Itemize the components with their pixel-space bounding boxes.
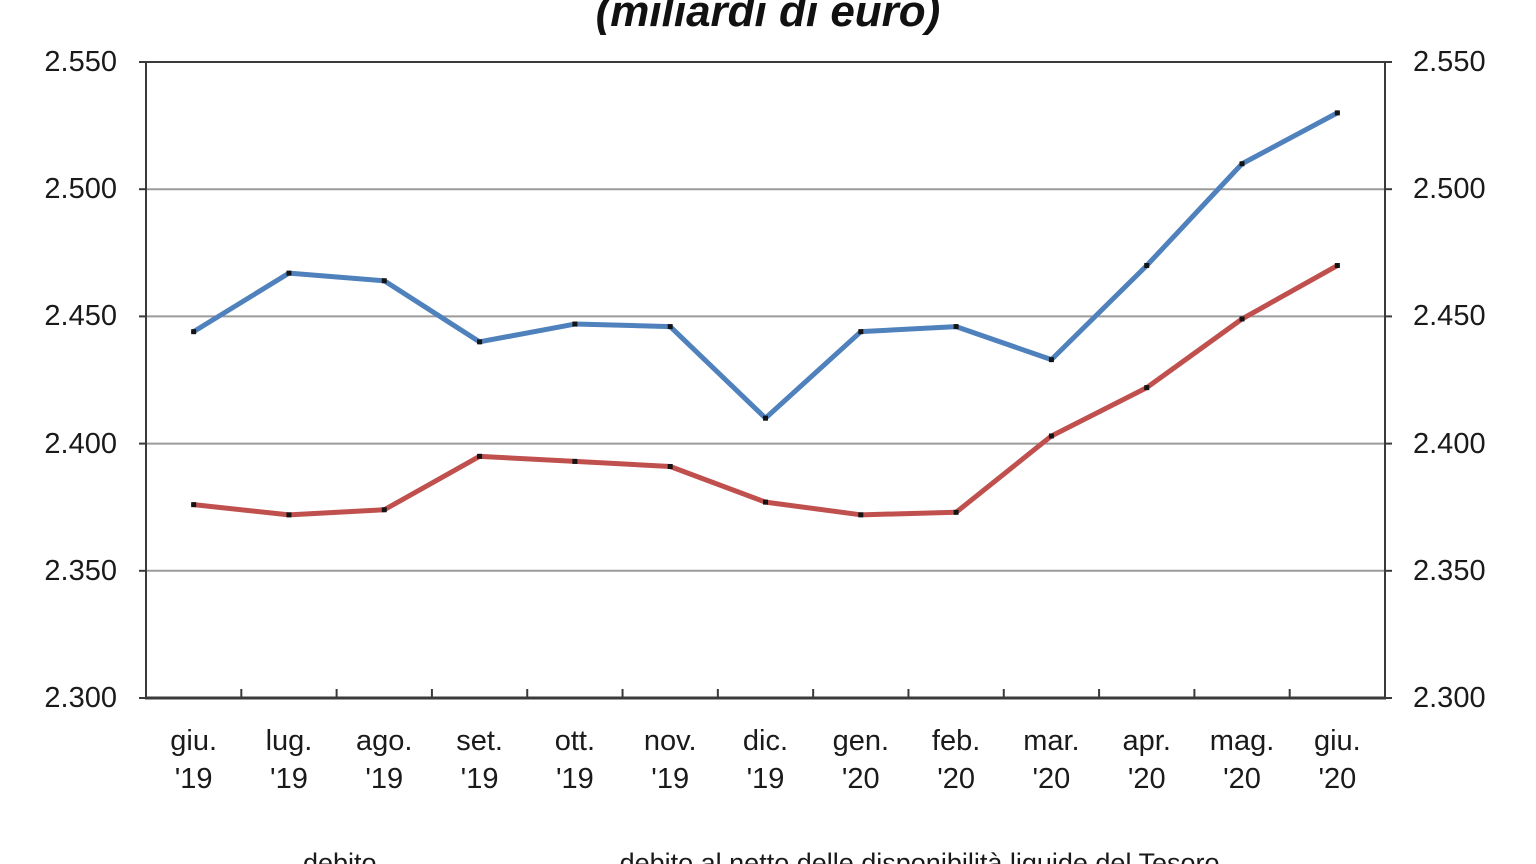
series-0-marker-3 <box>477 339 483 345</box>
x-label-11: mag. '20 <box>1209 725 1275 795</box>
series-0-marker-2 <box>381 278 387 284</box>
series-0-marker-5 <box>667 324 673 330</box>
x-label-2: ago. '19 <box>356 725 413 795</box>
x-label-6: dic. '19 <box>742 725 789 795</box>
series-1-marker-1 <box>286 512 292 518</box>
series-1-marker-9 <box>1048 433 1054 439</box>
x-label-5: nov. '19 <box>643 725 697 795</box>
x-label-10: apr. '20 <box>1122 725 1171 795</box>
legend-label-debito-netto: debito al netto delle disponibilità liqu… <box>619 848 1220 864</box>
y-label-right-2.500: 2.500 <box>1413 173 1486 206</box>
legend-item-debito-netto: debito al netto delle disponibilità liqu… <box>498 848 1220 864</box>
series-1-marker-5 <box>667 463 673 469</box>
y-label-left-2.450: 2.450 <box>44 300 117 333</box>
series-1-marker-7 <box>858 512 864 518</box>
x-label-9: mar. '20 <box>1023 725 1080 795</box>
chart-title: (miliardi di euro) <box>595 0 941 36</box>
y-label-right-2.550: 2.550 <box>1413 46 1486 78</box>
y-label-left-2.300: 2.300 <box>44 682 117 714</box>
series-1-marker-12 <box>1334 263 1340 269</box>
legend-item-debito: debito <box>181 848 377 864</box>
x-label-0: giu. '19 <box>170 725 218 795</box>
plot-border <box>145 61 1386 699</box>
y-label-right-2.450: 2.450 <box>1413 300 1486 333</box>
y-label-left-2.350: 2.350 <box>44 554 117 587</box>
series-0-marker-10 <box>1144 263 1150 269</box>
series-0-marker-1 <box>286 270 292 276</box>
y-label-right-2.350: 2.350 <box>1413 554 1486 587</box>
series-1-marker-2 <box>381 507 387 513</box>
series-0-marker-12 <box>1334 110 1340 116</box>
y-label-right-2.400: 2.400 <box>1413 427 1486 460</box>
x-label-1: lug. '19 <box>265 725 313 795</box>
series-1-marker-0 <box>191 502 197 508</box>
x-label-12: giu. '20 <box>1313 725 1361 795</box>
series-0-marker-11 <box>1239 161 1245 167</box>
series-0-marker-6 <box>763 415 768 421</box>
series-line-1 <box>191 263 1340 518</box>
x-label-7: gen. '20 <box>832 725 890 795</box>
x-label-3: set. '19 <box>456 725 503 795</box>
series-0-marker-7 <box>858 329 864 335</box>
series-1-marker-8 <box>953 509 959 515</box>
series-0-marker-9 <box>1048 357 1054 363</box>
x-label-4: ott. '19 <box>554 725 596 795</box>
series-1-marker-11 <box>1239 316 1245 322</box>
y-label-right-2.300: 2.300 <box>1413 682 1486 714</box>
series-0-marker-0 <box>191 329 197 335</box>
series-0-marker-8 <box>953 324 959 330</box>
legend: debito debito al netto delle disponibili… <box>0 848 1536 864</box>
y-label-left-2.550: 2.550 <box>44 46 117 78</box>
y-label-left-2.500: 2.500 <box>44 173 117 206</box>
series-1-marker-4 <box>572 458 578 464</box>
series-0-marker-4 <box>572 321 578 327</box>
legend-label-debito: debito <box>303 848 377 864</box>
x-label-8: feb. '20 <box>931 725 981 795</box>
series-1-marker-10 <box>1144 385 1150 391</box>
series-1-marker-3 <box>477 453 483 459</box>
series-1-marker-6 <box>763 499 768 505</box>
y-label-left-2.400: 2.400 <box>44 427 117 460</box>
